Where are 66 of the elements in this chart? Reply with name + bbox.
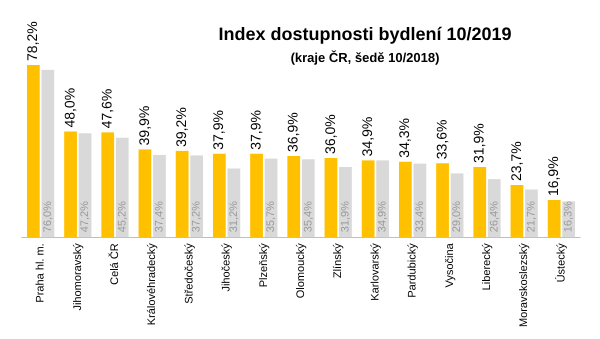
bar	[64, 132, 77, 238]
bar	[324, 158, 338, 238]
data-label: 35,7%	[265, 200, 278, 232]
data-label: 37,2%	[190, 200, 203, 232]
data-label: 35,4%	[302, 200, 314, 232]
data-label: 45,2%	[116, 200, 128, 232]
chart-title: Index dostupnosti bydlení 10/2019	[217, 24, 513, 45]
data-label: 33,6%	[433, 120, 450, 160]
x-tick-label: Olomoucký	[295, 242, 308, 298]
bar	[398, 162, 412, 238]
bar	[250, 154, 263, 238]
bar	[176, 150, 189, 238]
data-label: 37,9%	[247, 110, 264, 150]
x-tick-label: Jihočeský	[220, 242, 233, 292]
data-label: 36,9%	[284, 112, 301, 152]
bar	[436, 163, 449, 238]
bar	[362, 160, 375, 238]
data-label: 34,3%	[396, 118, 412, 158]
x-tick-label: Karlovarský	[369, 242, 382, 301]
bar	[41, 70, 54, 238]
x-tick-label: Celá ČR	[108, 243, 122, 285]
x-tick-label: Královéhradecký	[146, 242, 158, 326]
data-label: 37,9%	[210, 110, 226, 150]
data-label: 76,0%	[42, 200, 54, 232]
x-tick-label: Liberecký	[481, 242, 494, 290]
x-tick-label: Zlínský	[332, 242, 344, 278]
data-label: 47,2%	[79, 200, 92, 232]
data-label: 31,9%	[470, 123, 487, 163]
data-label: 47,6%	[98, 88, 115, 128]
bar	[101, 132, 114, 238]
x-tick-label: Moravskoslezský	[518, 242, 530, 328]
data-label: 34,9%	[376, 200, 389, 232]
data-label: 21,7%	[525, 200, 538, 232]
data-label: 23,7%	[508, 141, 524, 182]
data-label: 39,9%	[136, 106, 152, 146]
x-tick-label: Jihomoravský	[72, 242, 84, 311]
data-label: 39,2%	[173, 107, 190, 147]
data-label: 26,4%	[488, 200, 500, 232]
data-label: 16,3%	[562, 200, 575, 232]
bar	[548, 200, 561, 238]
data-label: 31,2%	[228, 200, 240, 232]
data-label: 37,4%	[153, 200, 166, 232]
bar	[287, 156, 300, 238]
chart-subtitle: (kraje ČR, šedě 10/2018)	[290, 50, 440, 65]
data-label: 33,4%	[414, 200, 426, 232]
x-tick-label: Ústecký	[554, 242, 568, 282]
x-tick-label: Středočeský	[183, 242, 196, 304]
data-label: 36,0%	[322, 114, 338, 154]
bar	[264, 158, 278, 238]
data-label: 78,2%	[24, 21, 40, 61]
bar	[138, 149, 152, 238]
data-label: 29,0%	[451, 200, 464, 232]
x-tick-label: Praha hl. m.	[34, 243, 47, 303]
data-label: 34,9%	[359, 116, 376, 156]
bar	[212, 154, 226, 238]
x-tick-label: Vysočina	[444, 242, 456, 288]
bar	[473, 166, 486, 238]
bar	[78, 133, 92, 238]
data-label: 48,0%	[61, 88, 78, 128]
x-tick-label: Plzeňský	[258, 242, 270, 288]
data-label: 31,9%	[339, 200, 352, 232]
bar	[153, 154, 166, 238]
data-label: 16,9%	[545, 156, 562, 196]
x-tick-label: Pardubický	[406, 242, 419, 298]
bar	[26, 65, 40, 238]
bar	[510, 185, 524, 238]
